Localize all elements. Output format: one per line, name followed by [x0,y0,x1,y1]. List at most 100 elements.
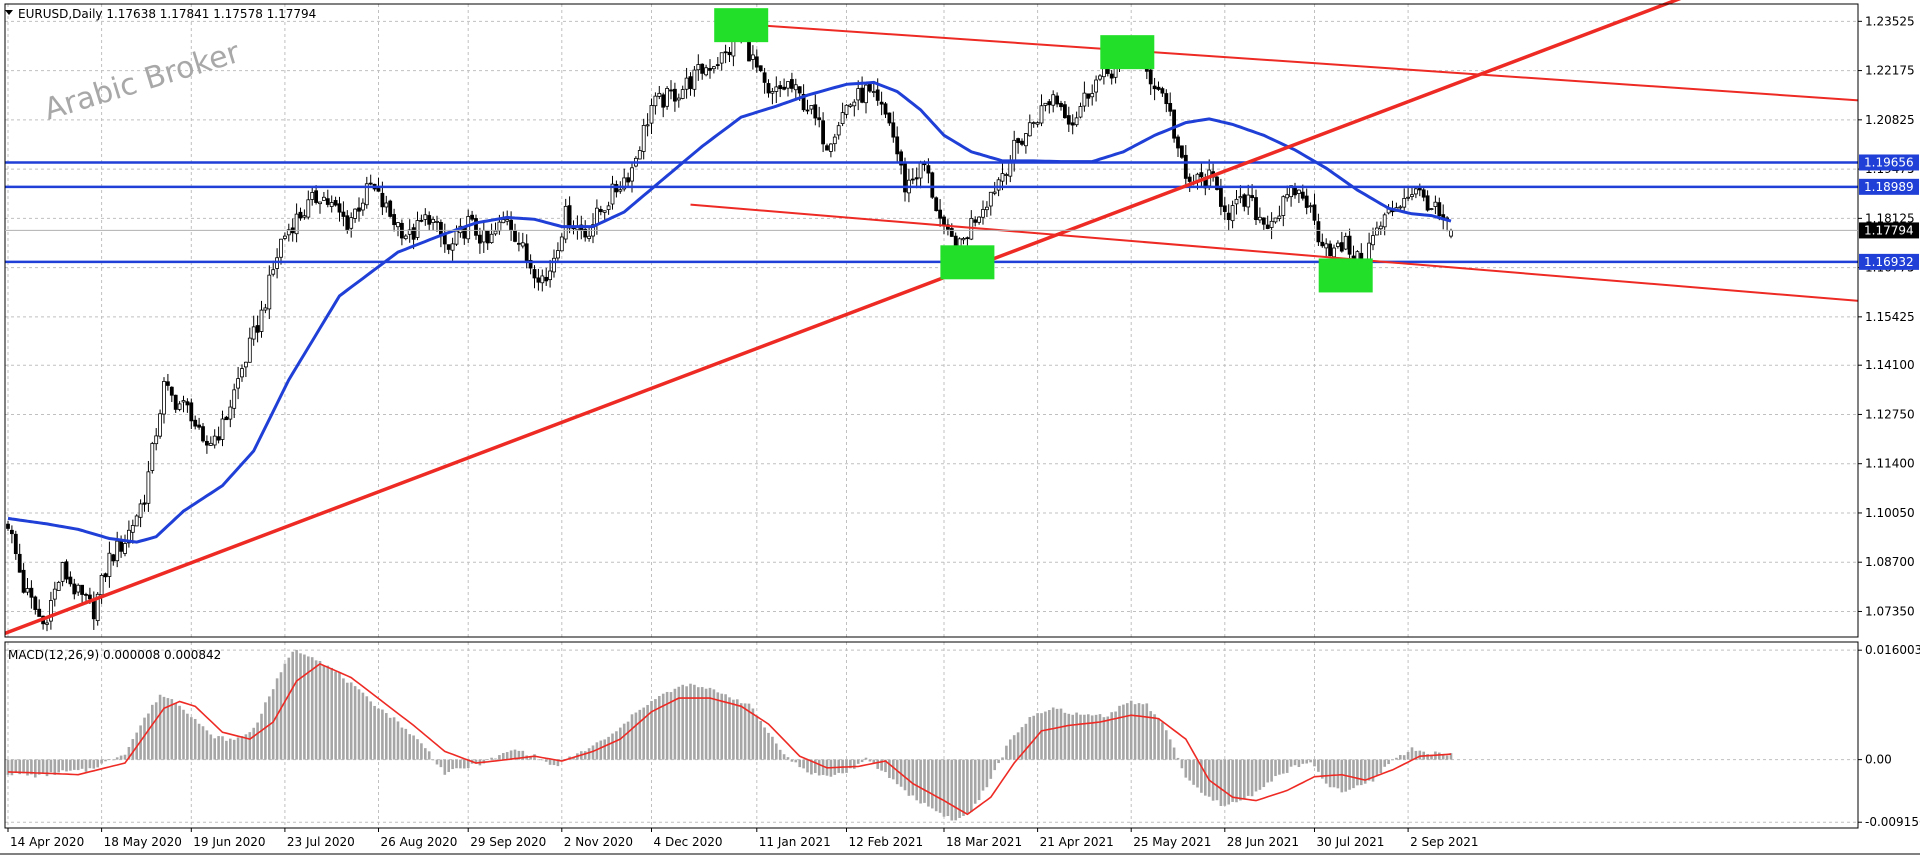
macd-header: MACD(12,26,9) 0.000008 0.000842 [8,648,221,662]
channel-line[interactable] [741,24,1920,110]
candle-body [521,243,524,246]
candle-body [650,105,653,123]
candle-body [233,390,236,408]
candle-body [221,419,224,439]
level-price-label: 1.18989 [1864,180,1914,194]
macd-bar [174,703,177,759]
candle-body [330,203,333,207]
macd-bar [1103,717,1106,759]
candle-body [705,68,708,75]
candle-body [876,90,879,100]
candle-body [190,403,193,421]
macd-bar [997,760,1000,763]
candle-body [603,211,606,213]
macd-bar [89,760,92,769]
candle-body [1274,218,1277,222]
macd-bar [1060,709,1063,760]
candle-body [588,236,591,238]
candle-body [939,210,942,218]
marker-box[interactable] [714,8,768,42]
candle-body [818,118,821,120]
macd-bar [798,760,801,767]
candle-body [506,220,509,222]
macd-bar [990,760,993,779]
macd-bar [619,728,622,760]
candle-body [868,84,871,91]
macd-bar [1212,760,1215,801]
macd-bar [358,689,361,759]
channel-line[interactable] [691,205,1920,313]
price-tick-label: 1.10050 [1865,506,1915,520]
macd-bar [1068,714,1071,760]
macd-bar [1407,752,1410,760]
candle-body [1056,96,1059,104]
candle-body [553,258,556,272]
macd-bar [93,760,96,769]
price-tick-label: 1.23525 [1865,14,1915,28]
marker-box[interactable] [940,245,994,279]
trend-lines[interactable] [0,0,1920,635]
candle-body [1375,228,1378,235]
macd-bar [159,695,162,760]
marker-box[interactable] [1100,35,1154,69]
macd-bar [61,760,64,771]
macd-bar [291,652,294,760]
macd-bar [1122,705,1125,760]
ascending-trend-line[interactable] [0,0,1685,635]
candle-body [517,243,520,244]
macd-bar [81,760,84,769]
candle-body [1317,222,1320,242]
candle-body [1177,137,1180,148]
macd-bar [342,678,345,759]
macd-bar [225,741,228,760]
candle-body [627,178,630,182]
candle-body [857,89,860,100]
macd-bar [401,728,404,760]
macd-bar [1341,760,1344,793]
macd-bar [373,706,376,760]
macd-bar [919,760,922,804]
macd-bar [151,705,154,760]
macd-bar [327,666,330,760]
macd-bar [662,694,665,760]
candle-body [194,420,197,426]
candle-body [884,104,887,114]
candle-body [361,203,364,210]
menu-triangle-icon[interactable] [5,10,13,15]
macd-bar [693,685,696,760]
macd-bar [584,751,587,759]
macd-bar [642,708,645,760]
candle-body [1149,70,1152,84]
macd-bar [767,733,770,760]
candle-body [1239,197,1242,198]
candle-body [1231,206,1234,221]
macd-bar [124,755,127,760]
candle-body [1247,195,1250,207]
candle-body [720,53,723,63]
macd-bar [120,756,123,760]
candle-body [1028,123,1031,136]
current-price-label: 1.17794 [1864,223,1914,237]
macd-bar [334,672,337,760]
macd-bar [1173,748,1176,760]
macd-bar [1040,713,1043,759]
candle-body [861,88,864,102]
macd-bar [1204,760,1207,796]
candle-body [1372,236,1375,245]
candle-body [447,245,450,250]
macd-bar [1130,701,1133,760]
candle-body [307,200,310,217]
marker-box[interactable] [1319,258,1373,292]
macd-bar [1348,760,1351,790]
candle-body [139,504,142,517]
macd-tick-label: -0.009156 [1865,815,1920,829]
marker-boxes[interactable] [714,8,1372,292]
macd-bar [1239,760,1242,801]
candle-body [771,91,774,93]
macd-bar [299,653,302,759]
macd-bar [705,689,708,760]
candle-body [1079,106,1082,117]
